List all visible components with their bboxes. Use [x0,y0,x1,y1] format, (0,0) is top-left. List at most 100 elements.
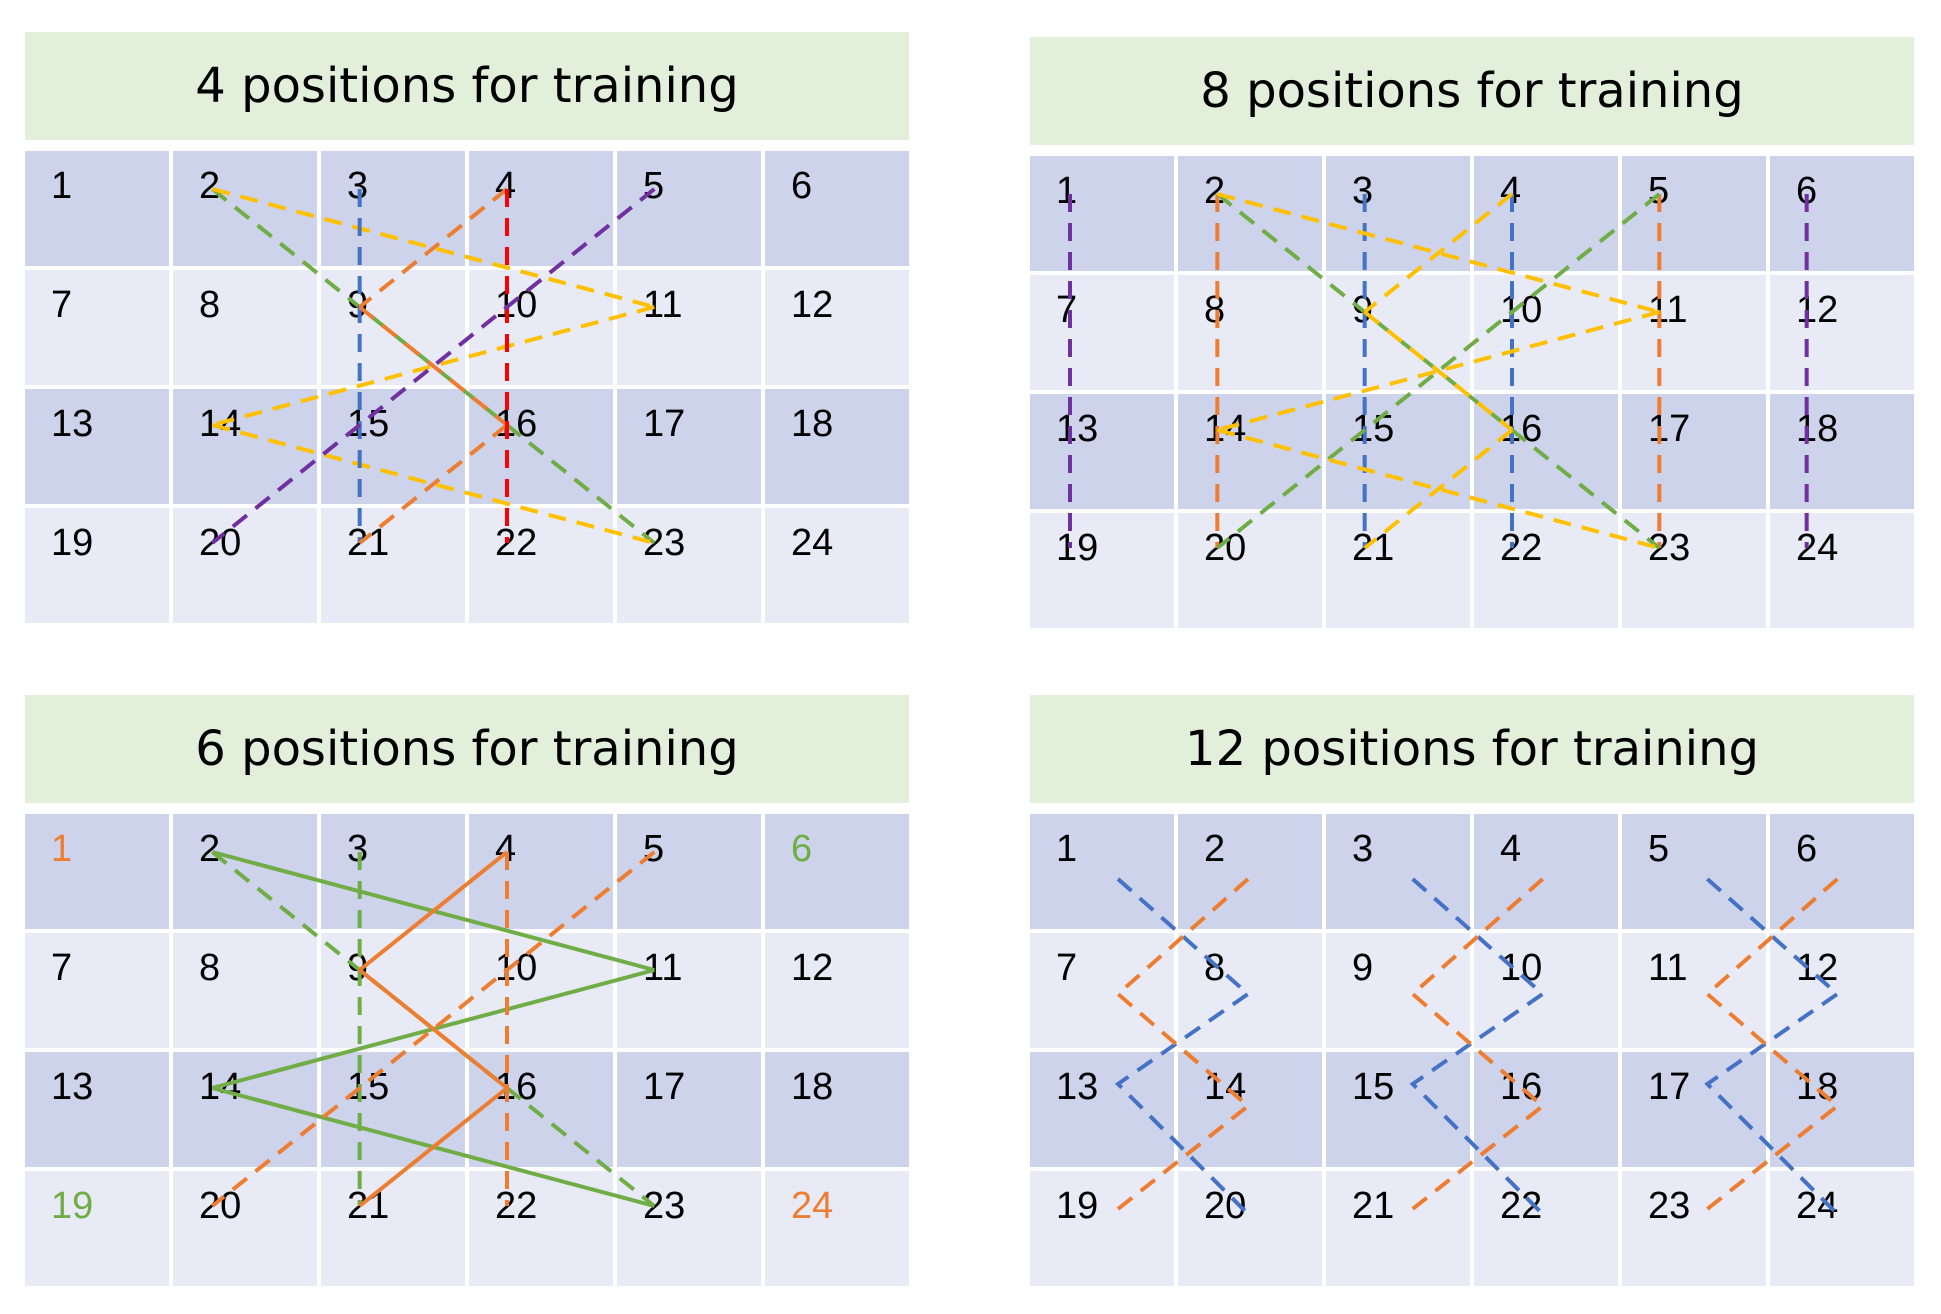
cell-number: 21 [1352,527,1395,569]
grid-cell: 16 [469,389,613,504]
grid-cell: 6 [765,814,909,929]
cell-number: 3 [347,165,369,207]
cell-number: 8 [199,284,221,326]
cell-number: 4 [1500,828,1522,870]
grid-cell: 6 [1770,156,1914,271]
cell-number: 19 [51,522,94,564]
grid-cell: 16 [1474,394,1618,509]
grid-cell: 19 [1030,513,1174,628]
cell-number: 22 [1500,527,1543,569]
grid-cell: 24 [765,1171,909,1286]
grid-cell: 16 [1474,1052,1618,1167]
grid-cell: 11 [617,270,761,385]
grid-cell: 9 [321,933,465,1048]
grid-cell: 13 [1030,1052,1174,1167]
grid-cell: 13 [25,1052,169,1167]
panel-title: 8 positions for training [1030,37,1914,145]
cell-number: 1 [1056,828,1078,870]
cell-number: 24 [1796,527,1839,569]
grid-cell: 21 [1326,1171,1470,1286]
cell-number: 19 [51,1185,94,1227]
grid-cell: 17 [1622,1052,1766,1167]
cell-number: 18 [1796,408,1839,450]
grid-cell: 9 [1326,275,1470,390]
cell-number: 23 [643,1185,686,1227]
cell-number: 24 [791,1185,834,1227]
cell-number: 9 [347,284,369,326]
grid-cell: 2 [173,814,317,929]
position-grid: 1 2 3 4 5 6 7 8 9 10 11 12 13 14 15 16 17 18 19 20 21 22 23 24 [1030,814,1914,1286]
grid-cell: 6 [1770,814,1914,929]
cell-number: 22 [1500,1185,1543,1227]
cell-number: 11 [1648,289,1688,331]
cell-number: 6 [791,165,813,207]
grid-cell: 19 [25,508,169,623]
grid-cell: 8 [1178,933,1322,1048]
grid-cell: 21 [321,508,465,623]
cell-number: 13 [1056,1066,1099,1108]
grid-cell: 7 [1030,933,1174,1048]
grid-cell: 22 [1474,1171,1618,1286]
cell-number: 20 [1204,527,1247,569]
grid-cell: 8 [1178,275,1322,390]
grid-cell: 12 [1770,933,1914,1048]
cell-number: 2 [199,828,221,870]
cell-number: 17 [1648,1066,1691,1108]
cell-number: 22 [495,522,538,564]
cell-number: 10 [495,284,538,326]
grid-cell: 7 [25,933,169,1048]
grid-cell: 17 [617,1052,761,1167]
cell-number: 12 [1796,947,1839,989]
cell-number: 14 [199,1066,242,1108]
cell-number: 13 [51,403,94,445]
grid-cell: 1 [25,814,169,929]
cell-number: 7 [1056,947,1078,989]
grid-cell: 3 [321,814,465,929]
grid-cell: 5 [617,814,761,929]
grid-cell: 24 [765,508,909,623]
grid-cell: 7 [25,270,169,385]
cell-number: 4 [495,828,517,870]
cell-number: 23 [1648,527,1691,569]
grid-cell: 1 [1030,814,1174,929]
cell-number: 1 [51,828,73,870]
grid-cell: 12 [765,270,909,385]
grid-cell: 15 [321,389,465,504]
cell-number: 24 [791,522,834,564]
grid-cell: 1 [1030,156,1174,271]
cell-number: 2 [199,165,221,207]
cell-number: 7 [51,947,73,989]
grid-cell: 18 [1770,394,1914,509]
grid-cell: 23 [1622,1171,1766,1286]
grid-cell: 9 [1326,933,1470,1048]
panel-title: 6 positions for training [25,695,909,803]
cell-number: 14 [199,403,242,445]
cell-number: 15 [1352,408,1395,450]
grid-cell: 11 [1622,275,1766,390]
grid-cell: 21 [321,1171,465,1286]
cell-number: 7 [1056,289,1078,331]
cell-number: 14 [1204,408,1247,450]
grid-cell: 15 [1326,1052,1470,1167]
grid-cell: 2 [1178,814,1322,929]
grid-cell: 12 [765,933,909,1048]
grid-cell: 20 [1178,1171,1322,1286]
cell-number: 9 [1352,289,1374,331]
cell-number: 6 [1796,170,1818,212]
panel-title: 4 positions for training [25,32,909,140]
cell-number: 13 [51,1066,94,1108]
grid-cell: 14 [173,389,317,504]
grid-cell: 5 [617,151,761,266]
cell-number: 21 [1352,1185,1395,1227]
grid-cell: 12 [1770,275,1914,390]
grid-wrap: 1 2 3 4 5 6 7 8 9 10 11 12 13 14 15 16 17 18 19 20 21 22 23 24 [1030,156,1914,628]
cell-number: 5 [643,828,665,870]
cell-number: 17 [643,1066,686,1108]
cell-number: 3 [1352,828,1374,870]
grid-cell: 5 [1622,156,1766,271]
cell-number: 3 [347,828,369,870]
grid-cell: 18 [1770,1052,1914,1167]
grid-cell: 8 [173,270,317,385]
grid-cell: 15 [1326,394,1470,509]
grid-cell: 8 [173,933,317,1048]
